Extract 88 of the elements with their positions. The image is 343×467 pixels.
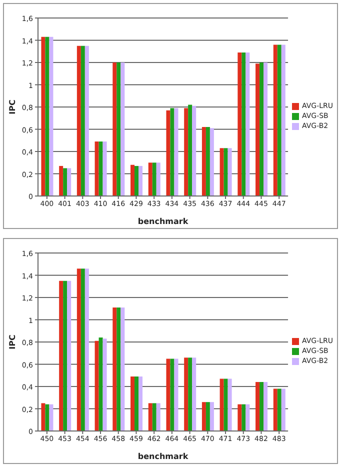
bar <box>41 36 46 196</box>
bar <box>63 168 68 196</box>
bar <box>138 166 143 196</box>
bar <box>148 403 152 431</box>
bar <box>242 52 246 196</box>
bar <box>192 106 196 196</box>
bar <box>184 358 188 431</box>
bar <box>192 358 196 431</box>
bar <box>59 166 64 196</box>
bar <box>156 162 160 196</box>
bar <box>277 44 282 196</box>
bar <box>94 141 99 196</box>
bar <box>120 62 125 196</box>
bar <box>152 403 156 431</box>
bar <box>152 162 156 196</box>
bar <box>134 376 139 431</box>
bar <box>80 46 85 196</box>
bar <box>260 382 264 431</box>
bar <box>256 382 260 431</box>
bar <box>224 378 228 431</box>
bar <box>170 358 174 431</box>
bar <box>260 62 264 196</box>
bar <box>45 404 50 431</box>
bar <box>170 108 174 196</box>
bar <box>238 52 242 196</box>
bar <box>228 148 232 196</box>
bar <box>220 148 224 196</box>
bar <box>138 376 143 431</box>
bar <box>102 141 107 196</box>
bar <box>210 128 214 196</box>
bar <box>76 268 81 431</box>
bar <box>116 62 121 196</box>
bar <box>184 108 188 196</box>
bar <box>238 404 242 431</box>
bar <box>166 358 170 431</box>
bar <box>273 44 278 196</box>
bar <box>130 376 135 431</box>
bar <box>116 308 121 431</box>
bar <box>156 403 160 431</box>
bar <box>281 44 286 196</box>
bar <box>228 378 232 431</box>
bar <box>246 404 250 431</box>
bar <box>174 358 178 431</box>
bar <box>134 166 139 196</box>
bar <box>41 403 46 431</box>
bar <box>166 110 170 196</box>
y-axis-title: IPC <box>8 334 17 350</box>
bar <box>120 308 125 431</box>
bar <box>206 402 210 431</box>
y-axis-title: IPC <box>8 100 17 114</box>
bar <box>130 164 135 196</box>
bar <box>112 308 117 431</box>
bar <box>49 404 54 431</box>
bar <box>98 141 103 196</box>
bar <box>188 104 192 196</box>
bar <box>277 388 282 431</box>
bar <box>94 340 99 431</box>
bar <box>220 378 224 431</box>
bar <box>188 358 192 431</box>
bar <box>273 388 278 431</box>
bar <box>84 268 89 431</box>
bar <box>102 338 107 431</box>
bar <box>281 388 286 431</box>
bar <box>112 62 117 196</box>
bar <box>80 268 85 431</box>
bar <box>246 52 250 196</box>
bar <box>63 280 68 431</box>
bar <box>256 64 260 196</box>
bar <box>76 46 81 196</box>
bar <box>84 46 89 196</box>
bar <box>49 36 54 196</box>
bar <box>264 62 268 196</box>
bar <box>59 280 64 431</box>
bar <box>264 382 268 431</box>
bar <box>202 127 206 196</box>
bar <box>67 168 72 196</box>
bar <box>67 280 72 431</box>
bar <box>174 108 178 196</box>
bar <box>224 148 228 196</box>
bar <box>98 338 103 431</box>
bar <box>210 402 214 431</box>
x-axis-title: benchmark <box>138 452 189 461</box>
bar <box>242 404 246 431</box>
bar <box>206 127 210 196</box>
x-axis-title: benchmark <box>138 217 189 226</box>
bar <box>148 162 152 196</box>
bar <box>202 402 206 431</box>
bar <box>45 36 50 196</box>
